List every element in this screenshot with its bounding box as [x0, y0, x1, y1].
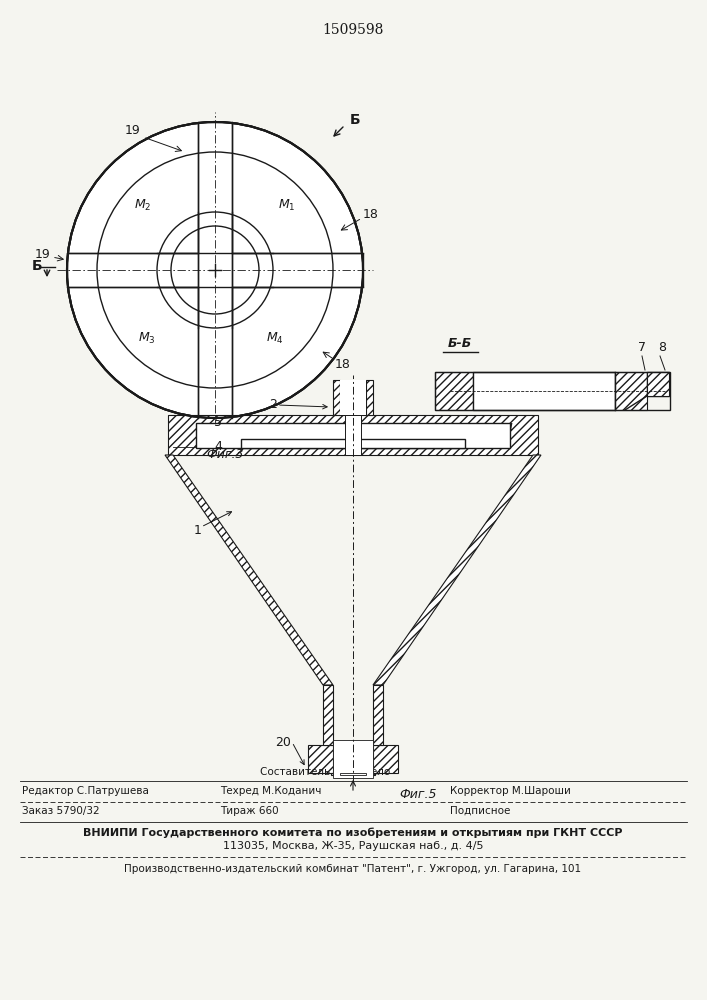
Circle shape: [67, 122, 363, 418]
Polygon shape: [373, 745, 398, 773]
Polygon shape: [647, 372, 669, 396]
Polygon shape: [615, 372, 647, 410]
Bar: [333, 740, 373, 778]
Text: $M_2$: $M_2$: [134, 197, 152, 213]
Polygon shape: [308, 745, 333, 773]
Bar: [345, 415, 361, 455]
Bar: [647, 372, 669, 396]
Text: 4: 4: [214, 440, 222, 454]
Polygon shape: [333, 380, 340, 415]
Polygon shape: [366, 773, 375, 775]
Text: 1: 1: [194, 524, 202, 536]
Text: 7: 7: [638, 341, 646, 354]
Text: Тираж 660: Тираж 660: [220, 806, 279, 816]
Text: Б: Б: [350, 113, 361, 127]
Polygon shape: [373, 455, 541, 685]
Text: Составитель Н.Бурбело: Составитель Н.Бурбело: [260, 767, 390, 777]
Text: Корректор М.Шароши: Корректор М.Шароши: [450, 786, 571, 796]
Text: Заказ 5790/32: Заказ 5790/32: [22, 806, 100, 816]
Bar: [340, 773, 366, 775]
Text: 1509598: 1509598: [322, 23, 384, 37]
Polygon shape: [366, 380, 373, 415]
Text: Подписное: Подписное: [450, 806, 510, 816]
Text: 19: 19: [125, 123, 141, 136]
Polygon shape: [331, 773, 340, 775]
Text: $M_1$: $M_1$: [279, 197, 296, 213]
Text: ВНИИПИ Государственного комитета по изобретениям и открытиям при ГКНТ СССР: ВНИИПИ Государственного комитета по изоб…: [83, 828, 623, 838]
Text: Производственно-издательский комбинат "Патент", г. Ужгород, ул. Гагарина, 101: Производственно-издательский комбинат "П…: [124, 864, 582, 874]
Bar: [241, 439, 465, 448]
Bar: [340, 380, 366, 415]
Polygon shape: [168, 415, 538, 455]
Text: 20: 20: [275, 736, 291, 748]
Text: Б: Б: [31, 259, 42, 273]
Text: 18: 18: [363, 209, 379, 222]
Bar: [473, 372, 615, 410]
Text: $M_3$: $M_3$: [138, 330, 156, 346]
Polygon shape: [373, 685, 383, 745]
Text: Техред М.Коданич: Техред М.Коданич: [220, 786, 322, 796]
Text: Фиг.3: Фиг.3: [206, 448, 244, 462]
Bar: [196, 423, 510, 448]
Text: 18: 18: [335, 359, 351, 371]
Text: 8: 8: [658, 341, 666, 354]
Text: Б-Б: Б-Б: [448, 337, 472, 350]
Text: 5: 5: [214, 416, 222, 430]
Text: Фиг.5: Фиг.5: [399, 788, 437, 802]
Bar: [67, 253, 363, 287]
Text: 2: 2: [269, 398, 277, 412]
Text: 113035, Москва, Ж-35, Раушская наб., д. 4/5: 113035, Москва, Ж-35, Раушская наб., д. …: [223, 841, 484, 851]
Polygon shape: [165, 455, 333, 685]
Text: Редактор С.Патрушева: Редактор С.Патрушева: [22, 786, 149, 796]
Text: $M_4$: $M_4$: [266, 330, 284, 346]
Polygon shape: [323, 685, 333, 745]
Bar: [435, 372, 670, 410]
Polygon shape: [435, 372, 473, 410]
Bar: [198, 122, 232, 418]
Text: 19: 19: [34, 248, 50, 261]
Text: Фиг.4: Фиг.4: [477, 422, 514, 434]
